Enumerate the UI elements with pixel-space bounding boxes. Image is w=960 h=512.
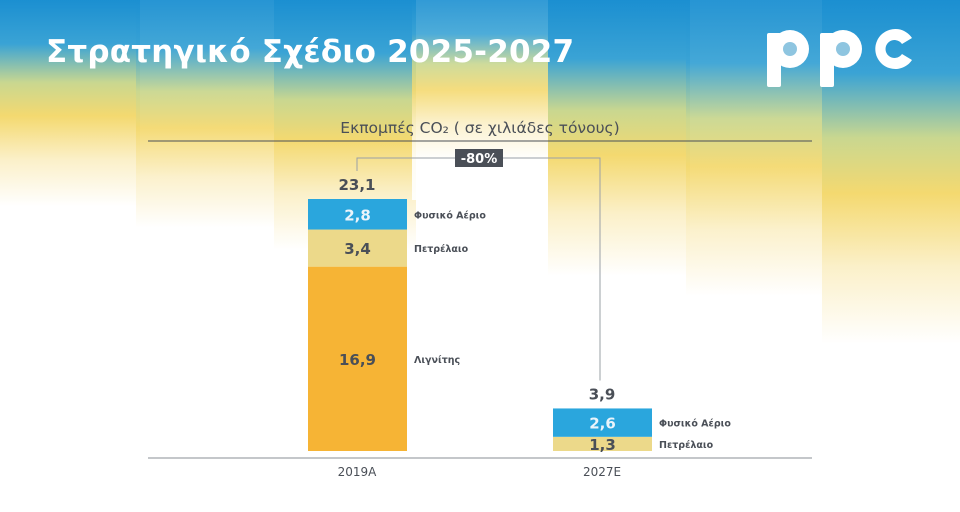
segment-value-label: 3,4 bbox=[344, 240, 371, 258]
segment-value-label: 2,6 bbox=[589, 415, 616, 433]
bar-segment bbox=[553, 408, 652, 437]
x-tick-label: 2027E bbox=[583, 465, 621, 479]
bg-stripe bbox=[686, 0, 828, 370]
x-tick-label: 2019A bbox=[338, 465, 378, 479]
segment-value-label: 16,9 bbox=[339, 351, 376, 369]
bar-segment bbox=[308, 229, 407, 267]
segment-value-label: 2,8 bbox=[344, 206, 371, 224]
bar-total-label: 23,1 bbox=[338, 176, 375, 194]
change-badge-label: -80% bbox=[461, 152, 498, 167]
bar-segment bbox=[308, 199, 407, 230]
bg-stripe bbox=[548, 0, 690, 345]
bar-segment bbox=[553, 436, 652, 451]
bar-segment bbox=[308, 266, 407, 451]
segment-series-label: Φυσικό Αέριο bbox=[659, 419, 731, 430]
segment-series-label: Πετρέλαιο bbox=[414, 244, 469, 255]
ppc-logo bbox=[767, 28, 912, 87]
bg-stripe bbox=[0, 0, 140, 258]
page-title: Στρατηγικό Σχέδιο 2025-2027 bbox=[46, 34, 575, 70]
chart-title: Εκπομπές CO₂ ( σε χιλιάδες τόνους) bbox=[340, 119, 619, 137]
segment-series-label: Πετρέλαιο bbox=[659, 440, 714, 451]
change-badge bbox=[455, 149, 503, 167]
segment-series-label: Φυσικό Αέριο bbox=[414, 210, 486, 221]
segment-value-label: 1,3 bbox=[589, 436, 616, 454]
bar-total-label: 3,9 bbox=[589, 385, 616, 403]
segment-series-label: Λιγνίτης bbox=[414, 355, 460, 366]
bg-stripe bbox=[822, 0, 960, 430]
bg-stripe bbox=[136, 0, 278, 285]
